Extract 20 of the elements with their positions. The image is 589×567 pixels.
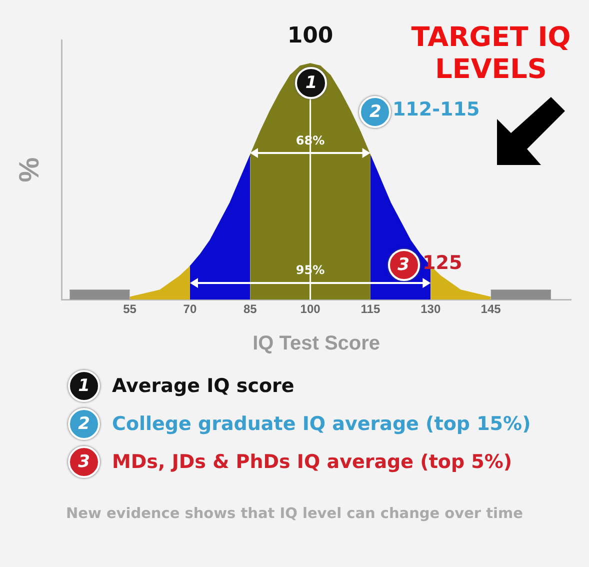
number-badge-icon: 1: [68, 370, 100, 402]
x-tick-label: 115: [360, 302, 380, 316]
x-tick-label: 130: [420, 302, 441, 316]
annotation: TARGET IQ LEVELS: [411, 22, 571, 86]
y-axis-title: %: [14, 157, 45, 182]
annotation: 100: [287, 23, 334, 48]
x-tick-label: 100: [300, 302, 321, 316]
annotation: 112-115: [392, 98, 480, 121]
number-badge-icon: 3: [68, 446, 100, 478]
number-badge-icon: 2: [359, 96, 392, 128]
text: Average IQ score: [112, 375, 294, 397]
x-tick-label: 70: [183, 302, 197, 316]
x-tick-label: 55: [123, 302, 137, 316]
number-badge-icon: 2: [68, 408, 100, 440]
x-tick-label: 85: [243, 302, 258, 316]
x-axis-title: IQ Test Score: [252, 332, 380, 355]
text: College graduate IQ average (top 15%): [112, 413, 531, 435]
text: New evidence shows that IQ level can change over time: [65, 506, 524, 522]
x-tick-label: 145: [480, 302, 502, 316]
text: MDs, JDs & PhDs IQ average (top 5%): [112, 451, 512, 473]
